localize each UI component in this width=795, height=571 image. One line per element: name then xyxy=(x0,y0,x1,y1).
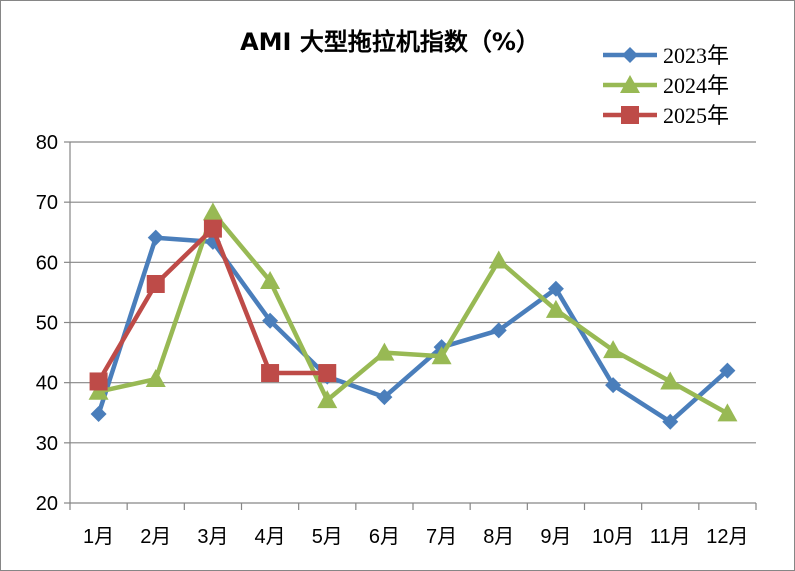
diamond-marker xyxy=(376,389,393,406)
x-tick-label: 5月 xyxy=(312,526,343,548)
y-tick-label: 40 xyxy=(36,373,58,395)
chart-title: AMI 大型拖拉机指数（%） xyxy=(240,28,540,56)
square-marker xyxy=(621,106,639,124)
y-tick-labels: 20 30 40 50 60 70 80 xyxy=(36,132,58,515)
x-tick-label: 8月 xyxy=(483,526,514,548)
series-layer xyxy=(88,202,738,430)
triangle-marker xyxy=(88,381,109,400)
triangle-marker xyxy=(431,346,452,365)
legend-item: 2023年 xyxy=(603,43,729,68)
y-tick-label: 50 xyxy=(36,313,58,335)
triangle-marker xyxy=(145,369,166,388)
x-tick-label: 10月 xyxy=(592,526,634,548)
x-tick-label: 4月 xyxy=(255,526,286,548)
diamond-marker xyxy=(490,322,507,339)
triangle-marker xyxy=(317,390,338,409)
triangle-marker xyxy=(603,340,624,359)
triangle-marker xyxy=(488,250,509,269)
y-tick-label: 30 xyxy=(36,433,58,455)
x-tick-label: 6月 xyxy=(369,526,400,548)
diamond-marker xyxy=(622,47,638,63)
x-tick-label: 7月 xyxy=(426,526,457,548)
legend-label: 2023年 xyxy=(663,43,729,68)
x-tick-labels: 1月 2月 3月 4月 5月 6月 7月 8月 9月 10月 11月 12月 xyxy=(83,526,749,548)
square-marker xyxy=(318,364,337,383)
y-tick-label: 80 xyxy=(36,132,58,154)
square-marker xyxy=(261,364,280,383)
square-marker xyxy=(89,372,108,391)
legend-item: 2024年 xyxy=(603,73,729,98)
y-tick-label: 70 xyxy=(36,192,58,214)
x-tick-label: 12月 xyxy=(706,526,748,548)
x-tick-label: 11月 xyxy=(650,526,691,548)
triangle-marker xyxy=(717,403,738,422)
diamond-marker xyxy=(90,405,107,422)
square-marker xyxy=(146,274,165,293)
triangle-marker xyxy=(260,270,281,289)
diamond-marker xyxy=(547,280,564,297)
diamond-marker xyxy=(147,229,164,246)
x-tick-label: 3月 xyxy=(197,526,228,548)
triangle-marker xyxy=(374,342,395,361)
triangle-marker xyxy=(620,75,640,93)
series-2024年 xyxy=(88,202,738,422)
triangle-marker xyxy=(202,202,223,221)
legend-label: 2025年 xyxy=(663,103,729,128)
gridlines xyxy=(70,141,756,444)
legend-item: 2025年 xyxy=(603,103,729,128)
diamond-marker xyxy=(262,312,279,329)
y-tick-label: 20 xyxy=(36,493,58,515)
diamond-marker xyxy=(719,362,736,379)
legend: 2023年 2024年 2025年 xyxy=(603,43,729,128)
legend-label: 2024年 xyxy=(663,73,729,98)
x-tick-label: 9月 xyxy=(540,526,571,548)
diamond-marker xyxy=(662,413,679,430)
triangle-marker xyxy=(660,371,681,390)
series-2023年 xyxy=(90,229,736,430)
y-tick-label: 60 xyxy=(36,252,58,274)
series-2025年 xyxy=(89,219,337,391)
triangle-marker xyxy=(545,299,566,318)
square-marker xyxy=(203,219,222,238)
axes xyxy=(64,141,757,510)
x-tick-label: 1月 xyxy=(83,526,114,548)
x-tick-label: 2月 xyxy=(140,526,171,548)
diamond-marker xyxy=(605,377,622,394)
